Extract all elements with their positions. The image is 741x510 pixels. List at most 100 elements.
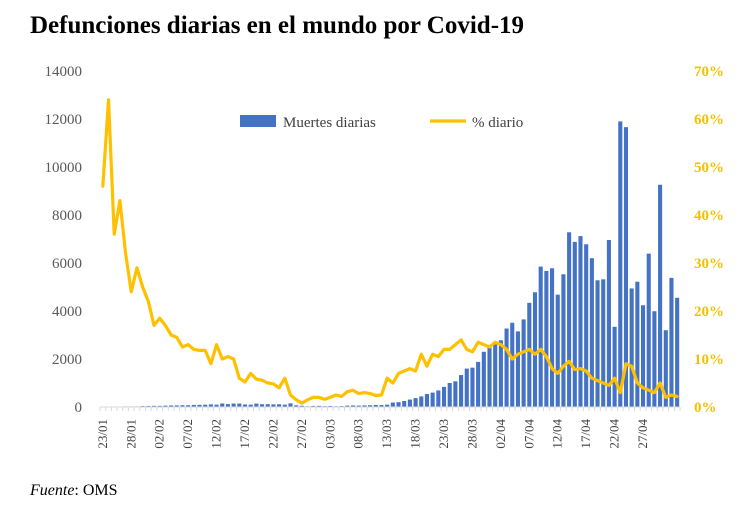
x-axis-tick-label: 27/04 <box>635 419 650 449</box>
bar <box>151 405 157 407</box>
bar <box>561 274 566 407</box>
bar <box>550 268 555 407</box>
right-axis-tick-label: 60% <box>694 112 724 128</box>
bar <box>379 405 384 407</box>
bar <box>362 405 367 407</box>
bar <box>447 383 452 407</box>
bar <box>350 405 356 407</box>
bar <box>174 405 179 407</box>
bar <box>464 368 469 407</box>
bar <box>271 404 276 407</box>
bar <box>248 404 253 407</box>
chart-title: Defunciones diarias en el mundo por Covi… <box>30 12 525 39</box>
bar <box>424 394 429 407</box>
bar <box>191 404 196 407</box>
bar <box>527 302 532 407</box>
bar <box>231 403 236 407</box>
x-axis-tick-label: 22/04 <box>607 419 622 449</box>
bar <box>532 292 538 407</box>
bar <box>538 266 543 407</box>
bar <box>623 127 629 407</box>
x-axis-tick-label: 12/04 <box>550 419 565 449</box>
source-label: Fuente <box>30 482 75 499</box>
bar <box>618 121 623 408</box>
bar <box>521 319 526 407</box>
bar <box>368 405 373 407</box>
x-axis-tick-label: 08/03 <box>351 419 366 449</box>
bar <box>208 404 213 407</box>
bar <box>260 404 265 407</box>
x-axis-tick-label: 13/03 <box>379 419 394 449</box>
bar <box>311 405 316 407</box>
right-axis-tick-label: 70% <box>694 64 724 80</box>
x-axis-tick-label: 07/04 <box>521 419 536 449</box>
bar <box>214 404 219 407</box>
bar <box>288 403 293 407</box>
bar <box>476 361 481 407</box>
bar <box>629 288 634 407</box>
bar <box>504 328 509 407</box>
bar <box>413 398 418 407</box>
x-axis-tick-label: 12/02 <box>209 419 224 449</box>
bar <box>436 390 441 407</box>
bar <box>356 405 361 407</box>
left-axis-tick-label: 12000 <box>45 112 83 128</box>
bar <box>197 404 202 407</box>
bar <box>299 405 304 407</box>
x-axis-tick-label: 07/02 <box>180 419 195 449</box>
bar <box>169 405 174 407</box>
bar <box>493 342 498 407</box>
bar <box>584 244 589 407</box>
left-axis-tick-label: 10000 <box>45 160 83 176</box>
bar <box>242 404 248 407</box>
bar <box>601 279 606 407</box>
bar <box>396 402 401 407</box>
bar <box>237 403 242 407</box>
x-axis-tick-label: 02/02 <box>152 419 167 449</box>
bar <box>373 404 378 407</box>
bar <box>595 280 600 407</box>
source-text: : OMS <box>74 482 118 499</box>
bar <box>328 405 333 407</box>
bar <box>294 405 299 407</box>
bar <box>345 405 350 407</box>
bar <box>430 392 435 407</box>
bar <box>390 402 395 407</box>
bar <box>640 305 646 407</box>
right-axis-tick-label: 40% <box>694 208 724 224</box>
x-axis-tick-label: 17/04 <box>578 419 593 449</box>
left-axis-tick-label: 0 <box>75 400 83 416</box>
bar <box>186 405 191 407</box>
bar <box>419 396 424 407</box>
bar <box>470 367 475 407</box>
bar <box>612 326 617 407</box>
bar <box>459 375 464 407</box>
bar <box>635 281 640 407</box>
bar <box>316 405 321 407</box>
x-axis-tick-label: 23/03 <box>436 419 451 449</box>
bar <box>498 340 503 407</box>
bar <box>589 258 594 407</box>
x-axis-tick-label: 28/01 <box>123 419 138 449</box>
bar <box>225 404 230 407</box>
x-axis-tick-label: 22/02 <box>265 419 280 449</box>
right-axis-tick-label: 30% <box>694 256 724 272</box>
legend: Muertes diarias % diario <box>240 115 523 131</box>
right-axis-tick-label: 20% <box>694 304 724 320</box>
right-axis-tick-label: 50% <box>694 160 724 176</box>
bar <box>663 330 668 407</box>
bar <box>515 331 520 407</box>
legend-label-muertes-diarias: Muertes diarias <box>283 115 376 131</box>
bar <box>220 403 225 407</box>
bar <box>658 184 663 407</box>
left-y-axis: 0 2000 4000 6000 8000 10000 12000 14000 <box>45 64 83 416</box>
legend-swatch-muertes-diarias <box>240 115 276 127</box>
left-axis-tick-label: 8000 <box>52 208 82 224</box>
bar <box>163 405 168 407</box>
bar <box>441 386 447 407</box>
bar <box>254 403 259 407</box>
bar <box>567 232 572 407</box>
x-axis-tick-label: 27/02 <box>294 419 309 449</box>
x-axis-tick-label: 23/01 <box>95 419 110 449</box>
bar <box>402 401 407 407</box>
